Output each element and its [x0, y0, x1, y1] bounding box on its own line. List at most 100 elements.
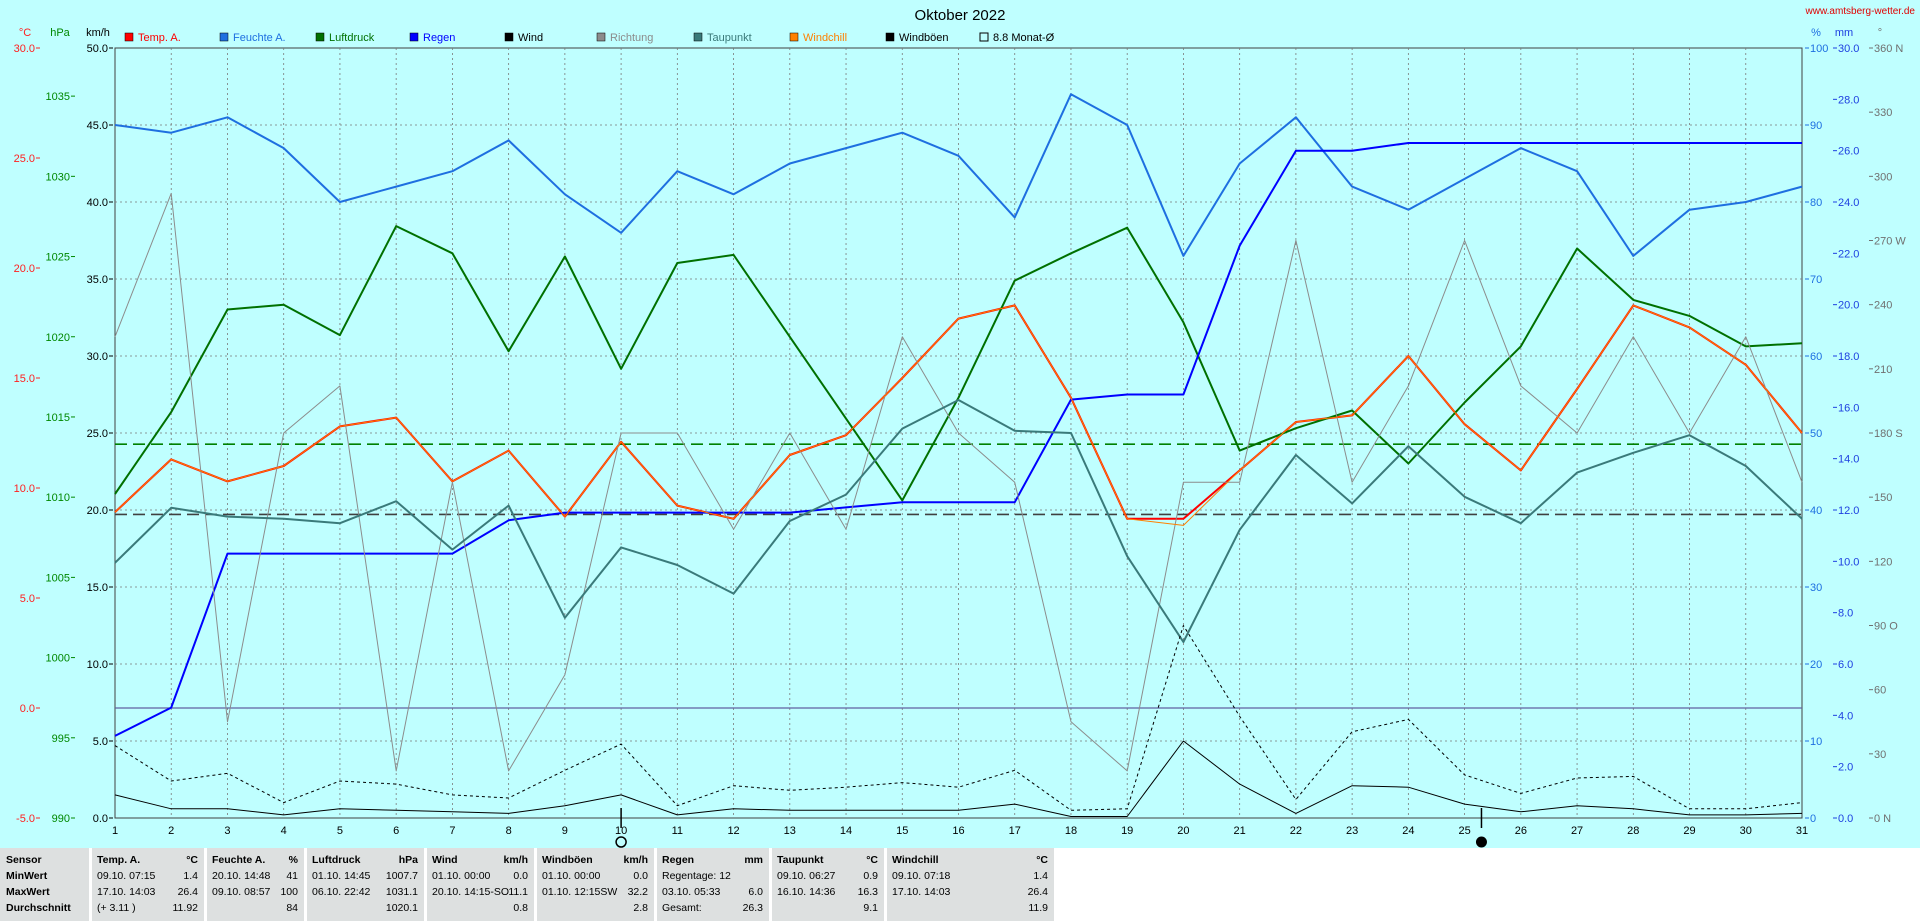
stats-cell-time: 20.10. 14:15-SO — [432, 886, 510, 898]
site-link[interactable]: www.amtsberg-wetter.de — [1805, 6, 1916, 17]
axis-tick-label: 0.0 — [93, 813, 108, 825]
axis-tick-label: 0 N — [1874, 813, 1891, 825]
stats-header-sensor: Sensor — [6, 854, 42, 866]
axis-tick-label: 30.0 — [1838, 43, 1859, 55]
axis-tick-label: 35.0 — [87, 274, 108, 286]
axis-tick-label: 240 — [1874, 300, 1892, 312]
stats-cell-time: 03.10. 05:33 — [662, 886, 721, 898]
axis-tick-label: 15.0 — [14, 373, 35, 385]
x-tick-label: 9 — [562, 825, 568, 837]
stats-block: Feuchte A.% 20.10. 14:48 41 09.10. 08:57 100… — [207, 848, 305, 921]
stats-cell-time: 01.10. 00:00 — [432, 870, 491, 882]
legend-label: Taupunkt — [707, 32, 752, 44]
x-tick-label: 27 — [1571, 825, 1583, 837]
axis-tick-label: 1035 — [46, 91, 70, 103]
axis-tick-label: 120 — [1874, 556, 1892, 568]
axis-tick-label: 14.0 — [1838, 454, 1859, 466]
stats-cell-value: 100 — [280, 886, 298, 898]
x-tick-label: 22 — [1290, 825, 1302, 837]
stats-cell-time: Gesamt: — [662, 902, 702, 914]
stats-block-unit: km/h — [623, 854, 648, 866]
x-tick-label: 25 — [1458, 825, 1470, 837]
stats-cell-value: 26.4 — [177, 886, 198, 898]
stats-block: Luftdruck hPa 01.10. 14:45 1007.7 06.10. 22:… — [307, 848, 425, 921]
stats-block-title: Feuchte A. — [212, 854, 266, 866]
axis-tick-label: 1020 — [46, 332, 70, 344]
axis-tick-label: 990 — [52, 813, 70, 825]
stats-cell-value: 84 — [286, 902, 298, 914]
stats-cell-value: 16.3 — [857, 886, 878, 898]
axis-unit-label: mm — [1835, 27, 1853, 39]
stats-block-unit: km/h — [503, 854, 528, 866]
axis-tick-label: 30 — [1810, 582, 1822, 594]
stats-cell-time: (+ 3.11 ) — [97, 902, 136, 914]
axis-tick-label: 270 W — [1874, 236, 1906, 248]
legend-label: 8.8 Monat-Ø — [993, 32, 1055, 44]
x-tick-label: 31 — [1796, 825, 1808, 837]
axis-tick-label: 60 — [1874, 685, 1886, 697]
stats-cell-value: 26.3 — [742, 902, 763, 914]
x-tick-label: 28 — [1627, 825, 1639, 837]
x-tick-label: 19 — [1121, 825, 1133, 837]
legend-label: Wind — [518, 32, 543, 44]
stats-block-unit: % — [288, 854, 298, 866]
series-line-windböen — [114, 625, 1803, 811]
axis-tick-label: 300 — [1874, 171, 1892, 183]
stats-block-title: Luftdruck — [312, 854, 361, 866]
x-tick-label: 11 — [672, 825, 683, 837]
legend-swatch — [315, 32, 325, 42]
x-tick-label: 21 — [1234, 825, 1246, 837]
axis-tick-label: 30.0 — [14, 43, 35, 55]
axes: 1 2 3 4 5 6 7 8 9 10 11 12 13 14 15 16 17 18 19 20 21 22 23 24 2… — [14, 27, 1907, 837]
axis-tick-label: 5.0 — [93, 736, 108, 748]
series-line-regen — [114, 142, 1802, 737]
series-line-luftdruck — [114, 225, 1803, 502]
stats-label-column: Sensor MinWert MaxWert Durchschnitt — [0, 848, 90, 921]
axis-unit-label: % — [1811, 27, 1821, 39]
series-line-taupunkt — [114, 399, 1803, 643]
stats-cell-value: 6.0 — [748, 886, 763, 898]
x-tick-label: 5 — [337, 825, 343, 837]
stats-cell-time: 17.10. 14:03 — [892, 886, 951, 898]
stats-cell-value: 32.2 — [627, 886, 648, 898]
statistics-table: Sensor MinWert MaxWert Durchschnitt Temp. A.… — [0, 848, 1920, 921]
axis-tick-label: 150 — [1874, 492, 1892, 504]
axis-tick-label: 180 S — [1874, 428, 1903, 440]
axis-tick-label: 50 — [1810, 428, 1822, 440]
stats-row-label: MaxWert — [6, 886, 50, 898]
stats-block: Windböen km/h 01.10. 00:00 0.0 01.10. 12:15S… — [537, 848, 655, 921]
axis-tick-label: 22.0 — [1838, 248, 1859, 260]
axis-tick-label: 1015 — [46, 412, 70, 424]
stats-block: Temp. A. °C 09.10. 07:15 1.4 17.10. 14:03 26.… — [92, 848, 205, 921]
axis-tick-label: 30 — [1874, 749, 1886, 761]
axis-tick-label: 330 — [1874, 107, 1892, 119]
axis-tick-label: 90 O — [1874, 621, 1898, 633]
x-tick-label: 29 — [1683, 825, 1695, 837]
axis-tick-label: 1000 — [46, 653, 70, 665]
stats-cell-value: 26.4 — [1027, 886, 1048, 898]
stats-block-unit: hPa — [398, 854, 418, 866]
stats-cell-value: 11.9 — [1028, 902, 1048, 914]
axis-unit-label: hPa — [50, 27, 70, 39]
stats-cell-value: 2.8 — [633, 902, 648, 914]
legend-swatch — [124, 32, 134, 42]
stats-block-unit: °C — [186, 854, 198, 866]
stats-block-title: Wind — [432, 854, 458, 866]
x-tick-label: 26 — [1515, 825, 1527, 837]
legend-label: Feuchte A. — [233, 32, 286, 44]
x-tick-label: 16 — [952, 825, 964, 837]
legend-label: Regen — [423, 32, 455, 44]
axis-tick-label: 15.0 — [87, 582, 108, 594]
legend-swatch — [979, 32, 989, 42]
stats-cell-value: 9.1 — [863, 902, 878, 914]
x-tick-label: 18 — [1065, 825, 1077, 837]
stats-cell-value: 11.1 — [508, 886, 528, 898]
axis-tick-label: 2.0 — [1838, 762, 1853, 774]
axis-tick-label: 50.0 — [87, 43, 108, 55]
stats-cell-time: 06.10. 22:42 — [312, 886, 371, 898]
axis-tick-label: 12.0 — [1838, 505, 1859, 517]
stats-cell-time: 20.10. 14:48 — [212, 870, 271, 882]
stats-cell-value: 1031.1 — [385, 886, 418, 898]
stats-block-unit: °C — [866, 854, 878, 866]
